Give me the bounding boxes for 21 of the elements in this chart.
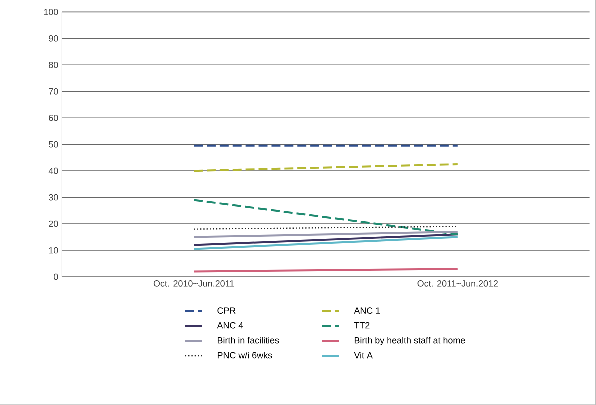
x-tick-label: Oct. 2011~Jun.2012	[418, 280, 498, 287]
y-tick-label: 70	[49, 88, 58, 95]
y-tick-label: 10	[49, 247, 58, 254]
legend-label: Vit A	[354, 352, 373, 359]
y-tick-label: 100	[44, 8, 58, 16]
y-tick-label: 60	[49, 114, 58, 122]
legend-label: Birth by health staff at home	[354, 337, 466, 346]
y-tick-label: 50	[49, 141, 58, 148]
legend-label: ANC 1	[354, 308, 380, 314]
legend-label: ANC 4	[217, 322, 244, 329]
x-tick-label: Oct. 2010~Jun.2011	[154, 280, 234, 287]
legend-label: CPR	[218, 308, 236, 314]
y-tick-label: 20	[49, 220, 58, 228]
y-tick-label: 40	[48, 168, 58, 174]
y-tick-label: 80	[49, 62, 58, 68]
legend-label: TT2	[354, 322, 370, 329]
y-tick-label: 90	[49, 35, 58, 42]
y-tick-label: 30	[49, 194, 58, 201]
legend-label: PNC w/i 6wks	[218, 352, 272, 359]
legend-label: Birth in facilities	[218, 337, 280, 344]
y-tick-label: 0	[54, 274, 58, 280]
